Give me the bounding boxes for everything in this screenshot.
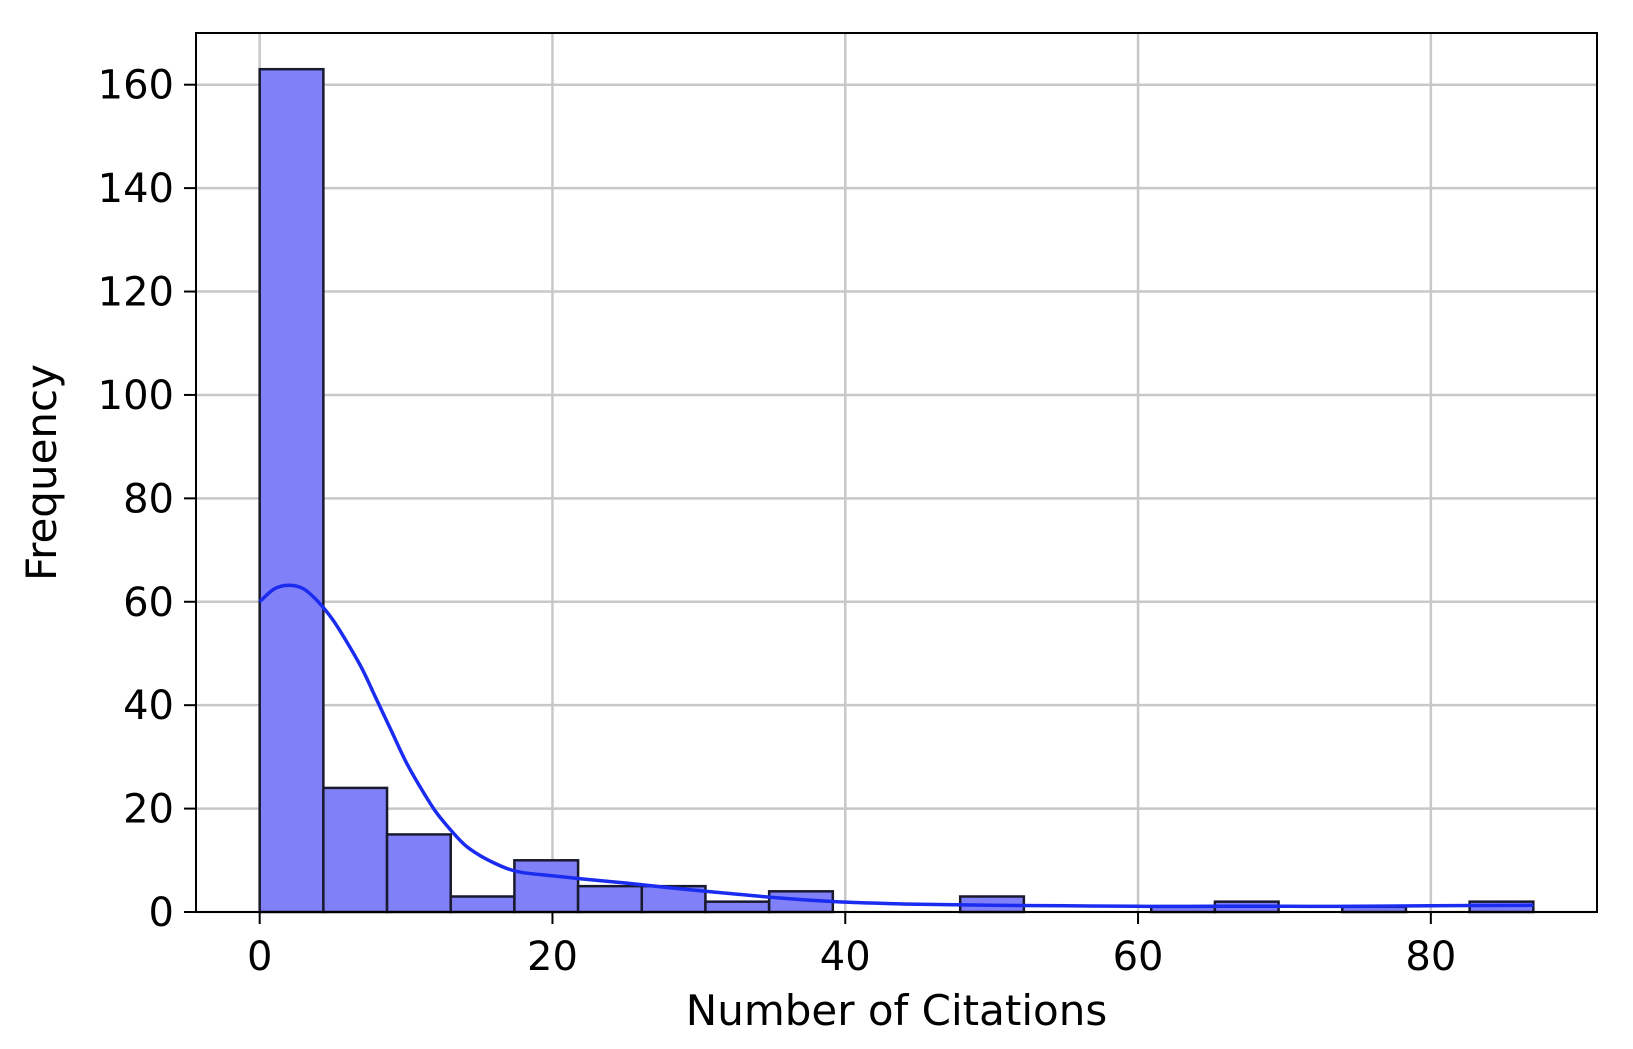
kde-curve-layer <box>258 583 1534 909</box>
histogram-bar <box>385 833 452 914</box>
x-tick-label: 60 <box>1113 934 1164 980</box>
y-tick-label: 20 <box>123 787 174 833</box>
histogram-bar <box>322 786 389 914</box>
y-tick-label: 160 <box>98 63 174 109</box>
x-tick-label: 80 <box>1405 934 1456 980</box>
histogram-bar <box>258 67 325 914</box>
y-tick-label: 140 <box>98 166 174 212</box>
y-axis-label: Frequency <box>17 364 66 581</box>
histogram-bar <box>576 884 644 914</box>
plot-frame <box>195 32 1598 913</box>
histogram-bar <box>513 859 580 914</box>
x-axis-label: Number of Citations <box>686 986 1107 1035</box>
y-tick-label: 60 <box>123 580 174 626</box>
x-tick-label: 0 <box>247 934 272 980</box>
histogram-bar <box>704 900 771 914</box>
histogram-bar <box>449 895 516 914</box>
histogram-bars <box>258 67 1535 914</box>
kde-curve <box>258 583 1534 909</box>
x-tick-label: 20 <box>527 934 578 980</box>
grid-lines <box>196 33 1597 914</box>
x-tick-label: 40 <box>820 934 871 980</box>
y-tick-label: 0 <box>149 890 174 936</box>
y-tick-label: 40 <box>123 683 174 729</box>
y-tick-label: 100 <box>98 373 174 419</box>
axis-ticks: 0 20 40 60 80 0 20 40 60 80 100 120 140 160 <box>98 63 1457 980</box>
y-tick-label: 120 <box>98 270 174 316</box>
y-tick-label: 80 <box>123 476 174 522</box>
